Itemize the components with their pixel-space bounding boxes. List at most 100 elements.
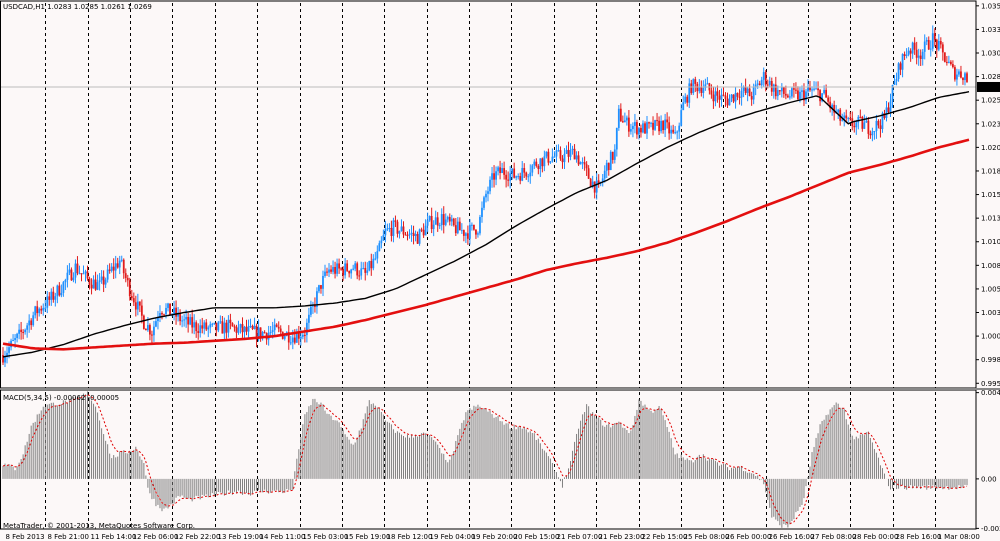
candle [344,257,347,279]
candle [593,181,596,199]
candle [575,151,578,163]
candle-body [46,296,49,308]
candle [891,84,894,108]
candle [94,271,97,291]
candle [656,112,658,126]
candle-body [98,280,101,283]
candle [716,85,719,103]
candle [931,25,934,52]
candle [384,220,387,243]
candle [660,115,662,134]
candle [821,93,823,103]
candle [589,177,592,187]
candle-body [809,87,811,91]
candle-body [531,165,534,173]
candle [161,311,163,320]
candle-body [841,119,844,121]
candle [444,213,447,227]
candle [867,117,870,139]
candle-body [466,233,469,239]
candle [205,319,208,332]
candle-body [877,120,880,126]
candle [110,263,113,273]
candle [925,37,928,46]
x-tick-label: 15 Feb 19:00 [345,533,391,541]
candle-body [432,224,435,230]
candle [678,122,681,139]
y-tick-label: 1.0330 [981,26,1000,34]
candle [86,265,89,281]
candle-body [241,324,244,333]
candle [577,151,580,166]
candle-body [316,291,318,307]
candle-body [525,172,528,177]
candle-body [947,61,950,63]
candle [159,305,161,323]
candle-body [110,266,113,271]
macd-pane[interactable] [2,391,968,528]
candle-body [213,322,216,324]
candle [132,292,135,306]
candle [694,76,697,92]
candle [511,168,514,180]
candle-body [96,282,99,290]
candle-body [893,81,896,85]
candle-body [581,162,584,164]
candle-body [336,263,338,274]
candle [505,170,508,188]
candle [555,144,558,163]
price-pane[interactable] [0,25,976,368]
candle-body [774,84,777,97]
candle [462,229,465,242]
candle-body [197,331,200,333]
candle [287,325,290,350]
candle [428,215,431,222]
candle [893,75,896,85]
candle [448,213,451,226]
candle-body [134,302,137,310]
candle [471,222,473,231]
candle [533,159,536,170]
candle-body [617,108,620,128]
candle [426,212,429,233]
candle-body [563,153,566,163]
candle-body [340,268,342,270]
candle [249,318,252,328]
candle-body [575,155,578,160]
candle [370,253,373,276]
candle-body [889,101,892,113]
candle [827,95,830,105]
candle [418,228,421,246]
candle-body [815,88,817,90]
candle [718,89,721,108]
candle [644,121,646,134]
candle-body [308,314,310,323]
candle-body [221,321,224,334]
candle [62,280,65,297]
candle [116,257,119,269]
candle [229,313,232,330]
candle [348,270,351,278]
candle-body [38,308,41,314]
candle-body [54,296,57,300]
x-tick-label: 19 Feb 20:00 [472,533,518,541]
candle [203,320,206,335]
candle [144,328,147,331]
candle [406,231,409,241]
candle-body [700,87,703,93]
moving-average-slow [2,138,970,351]
candle-body [50,291,53,300]
candle-body [173,307,175,314]
candle [537,164,540,175]
candle [815,81,817,90]
candle [28,314,31,333]
candle-body [237,327,240,333]
candle [469,219,471,245]
candle-body [275,324,278,327]
candle-body [253,325,256,330]
candle-body [831,104,834,109]
candle-body [766,84,769,86]
candle [674,125,677,135]
